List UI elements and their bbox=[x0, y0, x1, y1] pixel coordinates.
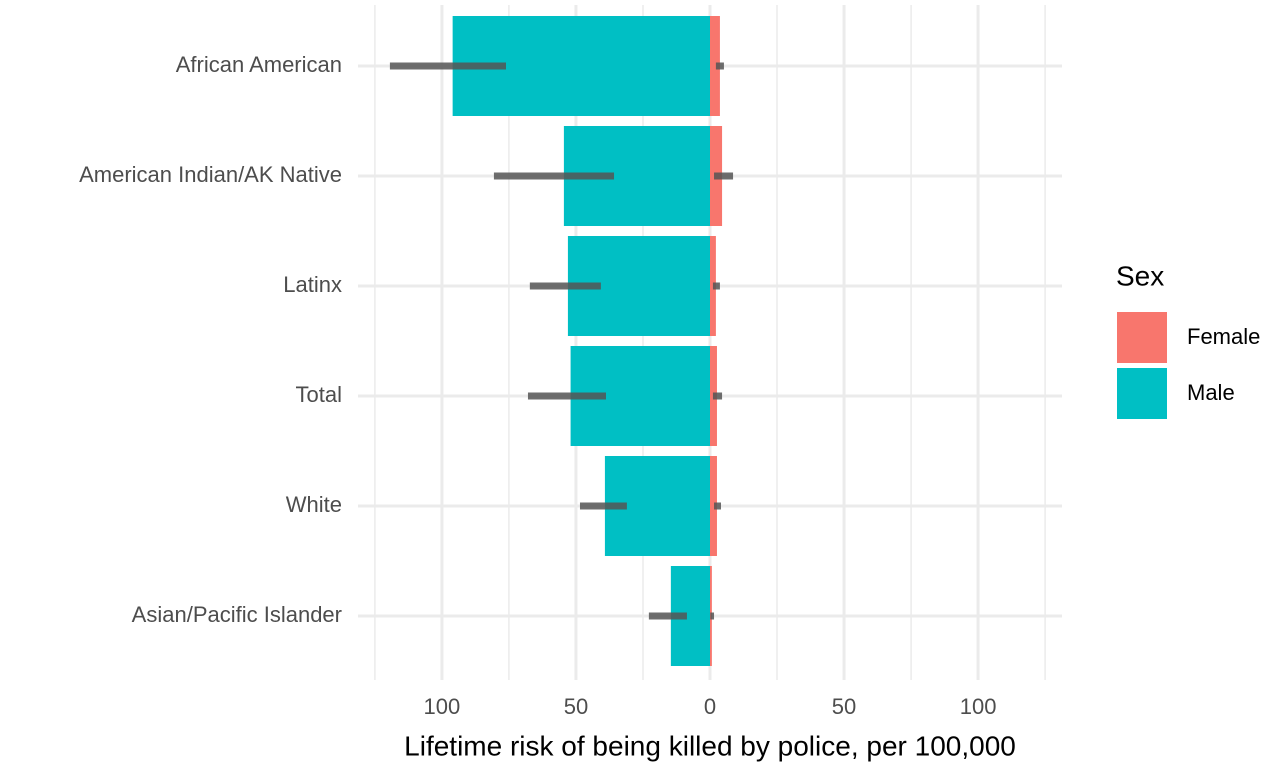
y-tick-label: White bbox=[286, 492, 342, 517]
x-tick-label: 0 bbox=[704, 694, 716, 719]
bar bbox=[710, 456, 717, 556]
legend-label: Male bbox=[1187, 380, 1235, 405]
x-tick-label: 50 bbox=[832, 694, 856, 719]
y-tick-label: Asian/Pacific Islander bbox=[132, 602, 342, 627]
y-tick-label: African American bbox=[176, 52, 342, 77]
legend-title: Sex bbox=[1116, 260, 1164, 291]
x-axis-title: Lifetime risk of being killed by police,… bbox=[404, 730, 1016, 761]
legend-key bbox=[1117, 312, 1167, 363]
y-tick-label: Latinx bbox=[283, 272, 342, 297]
x-tick-label: 100 bbox=[424, 694, 461, 719]
legend-label: Female bbox=[1187, 324, 1260, 349]
x-tick-label: 50 bbox=[564, 694, 588, 719]
x-tick-label: 100 bbox=[960, 694, 997, 719]
bar bbox=[710, 16, 720, 116]
legend-key bbox=[1117, 368, 1167, 419]
y-tick-label: American Indian/AK Native bbox=[79, 162, 342, 187]
y-tick-label: Total bbox=[296, 382, 342, 407]
